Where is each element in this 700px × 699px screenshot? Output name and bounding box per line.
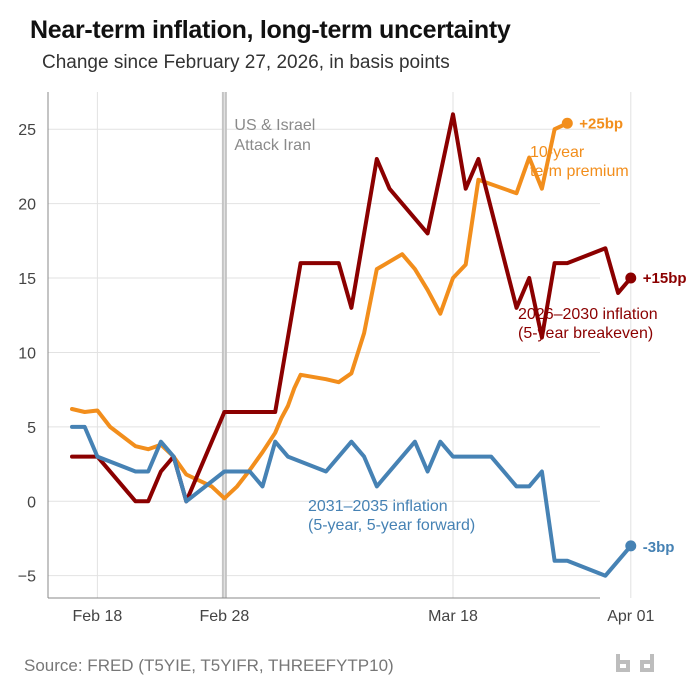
- series-endpoint: [625, 272, 637, 284]
- series-line: [70, 424, 633, 578]
- y-tick-label: 5: [27, 420, 36, 437]
- chart-subtitle: Change since February 27, 2026, in basis…: [42, 52, 450, 73]
- y-tick-label: 25: [18, 122, 36, 139]
- series-line: [70, 112, 633, 504]
- x-tick-label: Apr 01: [607, 608, 654, 625]
- x-tick-label: Mar 18: [428, 608, 478, 625]
- series-end-label: +15bp: [643, 270, 687, 287]
- series-annotation: term premium: [530, 163, 629, 180]
- series-lines: [70, 112, 637, 578]
- brand-logo-icon: [616, 654, 654, 672]
- x-tick-label: Feb 18: [72, 608, 122, 625]
- event-marker: US & Israel Attack Iran: [221, 92, 315, 598]
- series-labels: +25bp 10-year term premium +15bp 2026–2030 i…: [308, 115, 687, 556]
- y-tick-label: 15: [18, 271, 36, 288]
- source-note: Source: FRED (T5YIE, T5YIFR, THREEFYTP10…: [24, 656, 394, 675]
- chart-title: Near-term inflation, long-term uncertain…: [30, 16, 511, 44]
- series-end-label: +25bp: [579, 115, 623, 132]
- y-tick-label: 0: [27, 494, 36, 511]
- event-label: Attack Iran: [234, 137, 310, 154]
- series-annotation: 2026–2030 inflation: [518, 306, 658, 323]
- series-end-label: -3bp: [643, 539, 675, 556]
- series-annotation: (5-year, 5-year forward): [308, 517, 475, 534]
- y-tick-label: −5: [18, 569, 36, 586]
- axes: −5 0 5 10 15 20 25 Feb 18 Feb 28 Mar 18 Apr 01: [18, 92, 654, 625]
- series-endpoint: [561, 117, 573, 129]
- series-annotation: 2031–2035 inflation: [308, 498, 448, 515]
- gridlines: [48, 92, 632, 598]
- series-annotation: 10-year: [530, 144, 585, 161]
- x-tick-label: Feb 28: [199, 608, 249, 625]
- series-line: [70, 121, 570, 501]
- series-endpoint: [625, 540, 637, 552]
- series-annotation: (5-year breakeven): [518, 325, 653, 342]
- y-tick-label: 20: [18, 197, 36, 214]
- event-label: US & Israel: [234, 117, 315, 134]
- y-tick-label: 10: [18, 345, 36, 362]
